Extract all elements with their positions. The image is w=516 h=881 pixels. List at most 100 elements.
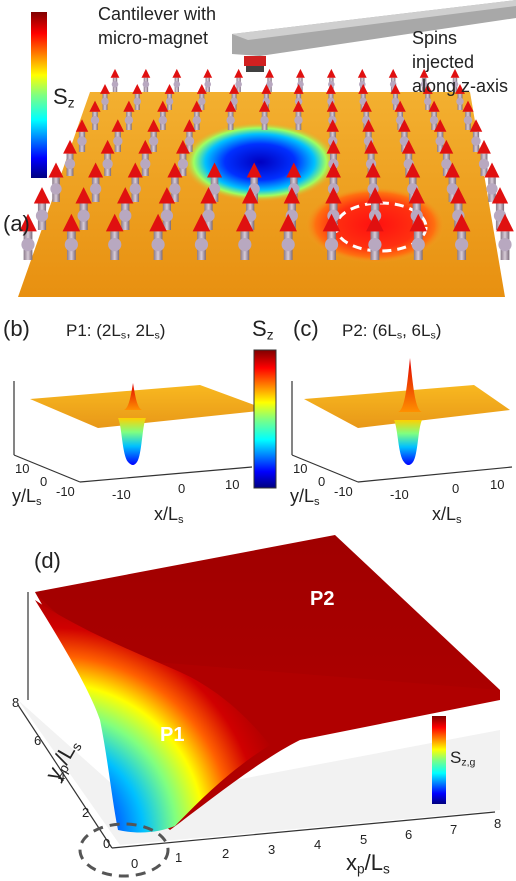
spin-arrow — [192, 213, 211, 260]
panel-b-xlabel: x/Ls — [154, 504, 184, 526]
spin-arrow — [236, 213, 254, 260]
panel-c-xtick: -10 — [390, 487, 409, 502]
panel-c-ytick: -10 — [334, 484, 353, 499]
spin-arrow — [88, 162, 104, 202]
panel-c-ylabel: y/Ls — [290, 486, 320, 508]
spin-arrow — [105, 213, 124, 260]
panel-b-plane — [30, 385, 268, 428]
panel-d-xtick: 4 — [314, 837, 322, 852]
spin-arrow — [496, 213, 514, 260]
spin-arrow — [419, 68, 429, 92]
spin-arrow — [207, 162, 223, 202]
panel-c-axis-x — [357, 466, 513, 483]
panel-a-scene — [18, 0, 516, 297]
panel-d-xtick: 7 — [450, 822, 458, 837]
colorbar-a-label-main: S — [53, 84, 68, 109]
panel-b-title-sub1: s — [120, 329, 127, 342]
micro-magnet-base — [246, 66, 264, 72]
panel-d-xtick: 1 — [175, 850, 183, 865]
spin-arrow — [62, 213, 81, 260]
spin-arrow — [452, 213, 471, 260]
panel-b-ytick: 0 — [40, 474, 48, 489]
blue-spot — [182, 122, 338, 202]
panel-b-ylabel-main: y/L — [12, 486, 37, 506]
panel-d-xlabel: xp/Ls — [346, 850, 390, 876]
spin-arrow — [398, 119, 411, 152]
panel-a-label: (a) — [3, 211, 30, 236]
spin-arrow — [183, 119, 196, 152]
panel-b-xtick: 0 — [178, 481, 186, 496]
panel-b-peak — [124, 383, 142, 410]
colorbar-a — [31, 12, 47, 178]
panel-b-label: (b) — [3, 316, 30, 341]
spin-arrow — [258, 100, 271, 130]
panel-b-ylabel-sub: s — [36, 495, 42, 508]
panel-d-label: (d) — [34, 548, 61, 573]
spin-arrow — [110, 68, 120, 92]
spin-arrow — [164, 83, 175, 110]
panel-d-ytick: 2 — [82, 805, 90, 820]
spin-arrow — [75, 119, 89, 152]
colorbar-d-label: Sz,g — [450, 748, 475, 769]
spin-arrow — [428, 100, 440, 130]
spin-arrow — [477, 139, 491, 176]
spin-arrow — [123, 100, 135, 130]
spin-arrow — [234, 68, 244, 92]
spin-arrow — [191, 100, 203, 130]
panel-d-ytick: 4 — [58, 769, 66, 784]
panel-c-label: (c) — [293, 316, 319, 341]
spin-arrow — [100, 139, 115, 176]
spin-arrow — [390, 83, 401, 110]
panel-b-well — [118, 418, 146, 465]
spin-arrow — [326, 68, 336, 92]
spin-arrow — [444, 162, 460, 202]
colorbar-d — [432, 716, 446, 804]
spin-arrow — [63, 139, 77, 176]
panel-c-xtick: 0 — [452, 481, 460, 496]
panel-d-xtick: 3 — [268, 842, 276, 857]
spin-arrow — [225, 100, 237, 130]
cantilever-note: Cantilever with micro-magnet — [98, 4, 217, 48]
spin-arrow — [366, 213, 384, 260]
spin-arrow — [433, 119, 447, 152]
spin-arrow — [203, 68, 213, 92]
panel-c-peak — [398, 358, 422, 412]
panel-d-plot — [17, 535, 500, 878]
panel-b-ytick: -10 — [56, 484, 75, 499]
panel-b-title-suffix: ) — [159, 321, 166, 340]
colorbar-a-label: Sz — [53, 84, 75, 110]
panel-c-ytick: 10 — [293, 461, 308, 476]
panel-d-xtick: 0 — [131, 856, 139, 871]
panel-b-title: P1: (2Ls, 2Ls) — [66, 321, 165, 342]
panel-c-xtick: 10 — [490, 477, 505, 492]
panel-d-ytick: 8 — [12, 695, 20, 710]
spin-arrow — [422, 83, 433, 110]
panel-d-axis-y — [17, 704, 113, 849]
panel-b-title-mid: , 2L — [126, 321, 155, 340]
panel-d-xtick: 2 — [222, 846, 230, 861]
spin-arrow — [172, 68, 182, 92]
panel-b-ytick: 10 — [15, 461, 30, 476]
panel-c-title: P2: (6Ls, 6Ls) — [342, 321, 441, 342]
spin-arrow — [484, 162, 500, 202]
panel-d-bowl-gradient — [35, 600, 270, 833]
panel-c-title-mid: , 6L — [402, 321, 431, 340]
spin-arrow — [229, 83, 240, 110]
panel-d-xlabel-main: x — [346, 850, 357, 875]
panel-c-xlabel: x/Ls — [432, 504, 462, 526]
panel-b-xlabel-main: x/L — [154, 504, 179, 524]
spin-arrow — [100, 83, 110, 110]
panel-d-ytick: 6 — [34, 733, 42, 748]
spin-arrow — [33, 187, 51, 230]
spin-arrow — [200, 187, 217, 230]
panel-d-xtick: 5 — [360, 832, 368, 847]
spin-arrow — [455, 83, 465, 110]
cantilever-top — [232, 0, 516, 40]
spin-arrow — [75, 187, 92, 230]
spin-arrow — [111, 119, 125, 152]
spins-note: Spins injected along z-axis — [412, 28, 509, 96]
panel-b-plot — [13, 381, 268, 483]
panel-c-title-prefix: P2: (6L — [342, 321, 397, 340]
colorbar-bc — [253, 349, 277, 489]
panel-c-ylabel-main: y/L — [290, 486, 315, 506]
